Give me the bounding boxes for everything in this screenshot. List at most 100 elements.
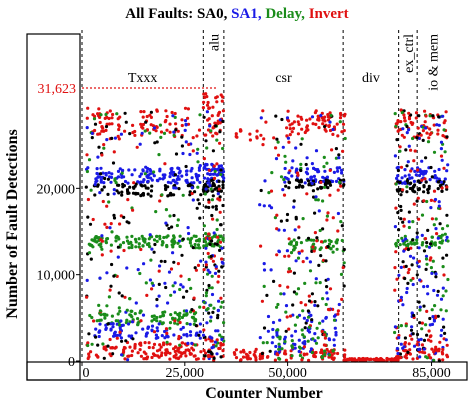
data-point (184, 123, 188, 127)
data-point (434, 316, 438, 320)
data-point (155, 125, 159, 129)
data-point (369, 357, 373, 361)
data-point (435, 232, 439, 236)
data-point (169, 267, 174, 271)
data-point (102, 146, 106, 150)
data-point (287, 254, 291, 258)
data-point (137, 245, 141, 249)
data-point (421, 138, 425, 142)
data-point (215, 227, 219, 232)
data-point (126, 181, 130, 185)
data-point (202, 157, 206, 161)
data-point (205, 110, 209, 114)
data-point (128, 132, 132, 136)
data-point (199, 193, 203, 197)
data-point (135, 145, 139, 149)
data-point (206, 268, 210, 272)
data-point (215, 218, 219, 222)
data-point (272, 279, 276, 283)
data-point (179, 354, 183, 358)
data-point (218, 346, 222, 350)
data-point (340, 224, 344, 228)
data-point (99, 113, 103, 117)
data-point (107, 171, 111, 175)
data-point (403, 342, 407, 346)
data-point (112, 274, 116, 278)
data-point (153, 242, 157, 247)
data-point (109, 322, 113, 326)
data-point (118, 222, 122, 226)
data-point (401, 346, 405, 350)
data-point (100, 239, 104, 243)
data-point (297, 122, 301, 126)
data-point (303, 326, 307, 330)
data-point (206, 251, 210, 256)
data-point (114, 239, 118, 243)
data-point (196, 147, 200, 151)
data-point (269, 268, 273, 272)
data-point (178, 343, 182, 347)
data-point (320, 348, 324, 352)
data-point (96, 155, 100, 159)
data-point (265, 355, 270, 359)
data-point (291, 248, 296, 252)
data-point (180, 135, 184, 139)
data-point (263, 179, 267, 183)
data-point (207, 205, 211, 210)
data-point (164, 208, 168, 212)
data-point (292, 205, 296, 209)
data-point (145, 331, 149, 335)
data-point (397, 228, 401, 232)
data-point (325, 347, 329, 352)
data-point (154, 129, 158, 133)
data-point (111, 161, 116, 165)
data-point (443, 150, 447, 154)
data-point (183, 351, 187, 355)
data-point (276, 302, 280, 307)
data-point (248, 357, 252, 361)
data-point (327, 350, 331, 354)
data-point (437, 123, 441, 127)
data-point (295, 292, 299, 296)
data-point (117, 323, 121, 327)
data-point (202, 328, 206, 332)
data-point (440, 350, 444, 354)
data-point (407, 144, 411, 148)
data-point (144, 281, 148, 285)
data-point (324, 129, 328, 133)
data-point (396, 351, 400, 356)
data-point (185, 169, 189, 173)
data-point (87, 332, 91, 336)
legend-invert: Invert (305, 6, 349, 22)
data-point (425, 262, 429, 266)
data-point (158, 315, 162, 319)
data-point (163, 259, 167, 264)
data-point (274, 114, 278, 118)
data-point (398, 145, 402, 149)
data-point (303, 281, 307, 285)
data-point (199, 350, 203, 354)
data-point (122, 175, 126, 179)
data-point (424, 180, 428, 184)
data-point (160, 334, 164, 338)
data-point (99, 245, 103, 249)
data-point (119, 336, 123, 340)
data-point (305, 118, 309, 122)
data-point (445, 224, 450, 228)
data-point (432, 123, 436, 127)
data-point (202, 348, 206, 353)
data-point (304, 162, 308, 167)
data-point (300, 137, 304, 141)
data-point (157, 322, 161, 326)
data-point (275, 137, 279, 141)
data-point (442, 325, 446, 329)
data-point (441, 347, 445, 352)
data-point (150, 247, 154, 251)
data-point (408, 176, 412, 180)
data-point (326, 277, 330, 281)
data-point (218, 248, 222, 252)
data-point (98, 322, 102, 326)
data-point (394, 242, 398, 246)
data-point (133, 237, 138, 241)
data-point (163, 336, 167, 340)
